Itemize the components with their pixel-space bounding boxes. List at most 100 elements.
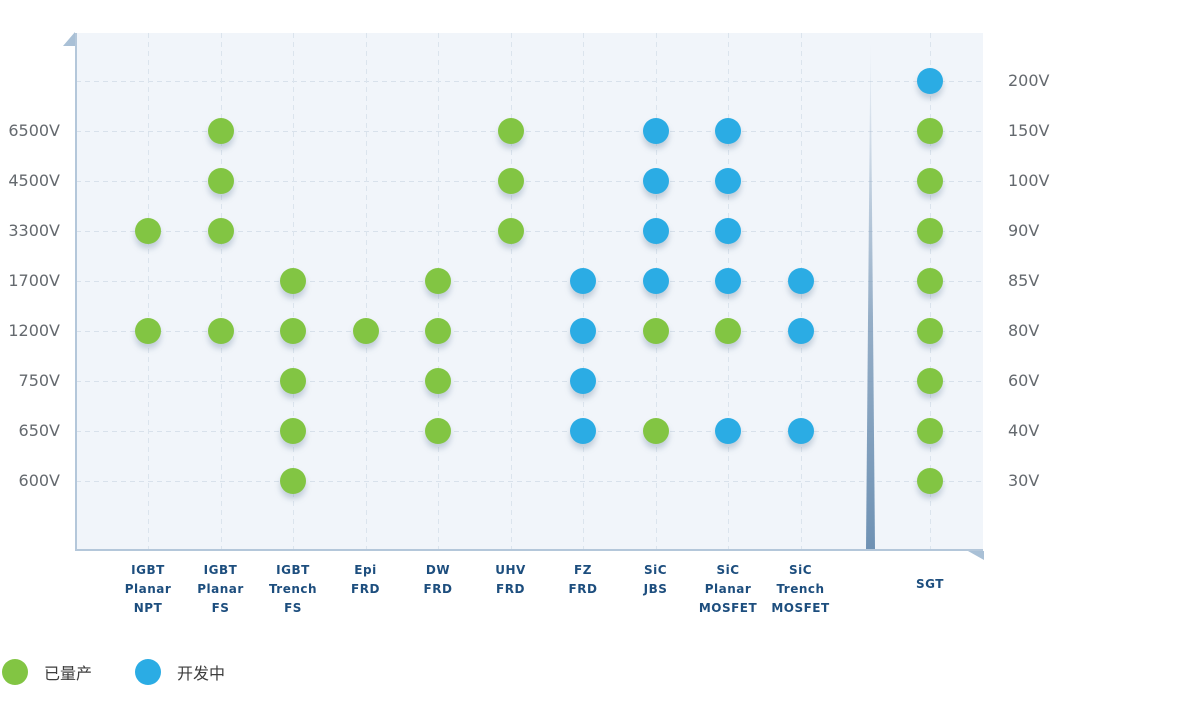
left-axis-tick-label: 750V — [18, 370, 60, 390]
x-axis-category-label: SiC JBS — [611, 561, 701, 599]
data-point-production[interactable] — [207, 117, 234, 144]
data-point-production[interactable] — [352, 317, 379, 344]
data-point-development[interactable] — [570, 317, 596, 344]
data-point-development[interactable] — [715, 167, 741, 194]
horizontal-gridline — [76, 180, 982, 182]
data-point-development[interactable] — [787, 267, 814, 294]
data-point-production[interactable] — [135, 217, 161, 244]
left-axis-tick-label: 4500V — [8, 170, 60, 190]
horizontal-gridline — [76, 280, 982, 282]
x-axis-category-label-line: Trench — [776, 582, 825, 596]
data-point-development[interactable] — [570, 367, 596, 394]
data-point-production[interactable] — [207, 217, 234, 244]
data-point-development[interactable] — [642, 167, 669, 194]
x-axis-category-label-line: SiC — [716, 563, 740, 577]
data-point-production[interactable] — [425, 417, 451, 444]
data-point-production[interactable] — [280, 267, 306, 294]
data-point-development[interactable] — [715, 217, 741, 244]
x-axis-category-label-line: Planar — [124, 582, 172, 596]
x-axis-category-label: SiC Planar MOSFET — [683, 561, 773, 618]
data-point-production[interactable] — [207, 167, 234, 194]
x-axis-category-label-line: SGT — [916, 577, 944, 591]
x-axis-category-label-line: UHV — [495, 563, 526, 577]
data-point-production[interactable] — [280, 467, 306, 494]
horizontal-gridline — [76, 80, 982, 82]
data-point-production[interactable] — [425, 267, 451, 294]
left-axis-tick-label: 3300V — [8, 220, 60, 240]
x-axis-category-label: SGT — [885, 575, 975, 594]
data-point-production[interactable] — [917, 467, 943, 494]
data-point-production[interactable] — [207, 317, 234, 344]
right-axis-tick-label: 150V — [1008, 120, 1050, 140]
x-axis-category-label-line: FRD — [351, 582, 380, 596]
data-point-development[interactable] — [642, 267, 669, 294]
horizontal-gridline — [76, 430, 982, 432]
legend-item-development[interactable]: 开发中 — [135, 659, 225, 685]
data-point-production[interactable] — [917, 217, 943, 244]
x-axis-category-label: SiC Trench MOSFET — [756, 561, 846, 618]
data-point-production[interactable] — [917, 367, 943, 394]
data-point-production[interactable] — [917, 117, 943, 144]
x-axis-category-label: IGBT Planar FS — [176, 561, 266, 618]
x-axis-category-label-line: FS — [284, 601, 302, 615]
data-point-production[interactable] — [642, 417, 669, 444]
x-axis-category-label-line: FRD — [568, 582, 598, 596]
x-axis-category-label-line: IGBT — [276, 563, 310, 577]
x-axis-category-label-line: Planar — [197, 582, 244, 596]
x-axis-category-label-line: Planar — [704, 582, 752, 596]
sgt-section-divider — [866, 36, 875, 549]
vertical-gridline — [365, 33, 367, 549]
data-point-production[interactable] — [425, 317, 451, 344]
data-point-production[interactable] — [642, 317, 669, 344]
data-point-production[interactable] — [280, 417, 306, 444]
x-axis-category-label-line: FS — [211, 601, 230, 615]
data-point-development[interactable] — [917, 67, 943, 94]
x-axis-category-label-line: Epi — [354, 563, 377, 577]
legend-item-production[interactable]: 已量产 — [2, 659, 92, 685]
data-point-development[interactable] — [787, 317, 814, 344]
x-axis-category-label: UHV FRD — [466, 561, 556, 599]
vertical-gridline — [510, 33, 512, 549]
legend-label-production: 已量产 — [44, 664, 93, 683]
x-axis-category-label-line: IGBT — [203, 563, 238, 577]
x-axis-category-label: Epi FRD — [321, 561, 411, 599]
left-axis-tick-label: 600V — [18, 470, 60, 490]
horizontal-gridline — [76, 380, 982, 382]
x-axis-category-label-line: SiC — [788, 563, 813, 577]
data-point-development[interactable] — [787, 417, 814, 444]
data-point-production[interactable] — [715, 317, 741, 344]
development-legend-dot-icon — [135, 659, 162, 685]
data-point-development[interactable] — [715, 117, 741, 144]
vertical-gridline — [220, 33, 222, 549]
data-point-production[interactable] — [917, 167, 943, 194]
data-point-production[interactable] — [497, 167, 524, 194]
data-point-production[interactable] — [917, 417, 943, 444]
data-point-development[interactable] — [715, 267, 741, 294]
data-point-production[interactable] — [280, 367, 306, 394]
x-axis-category-label: IGBT Trench FS — [248, 561, 338, 618]
x-axis-category-label-line: IGBT — [131, 563, 165, 577]
x-axis — [75, 549, 983, 551]
data-point-production[interactable] — [497, 217, 524, 244]
data-point-production[interactable] — [135, 317, 161, 344]
data-point-production[interactable] — [425, 367, 451, 394]
data-point-production[interactable] — [497, 117, 524, 144]
data-point-production[interactable] — [917, 317, 943, 344]
data-point-production[interactable] — [917, 267, 943, 294]
right-axis-tick-label: 30V — [1008, 470, 1040, 490]
right-axis-tick-label: 100V — [1008, 170, 1050, 190]
data-point-development[interactable] — [715, 417, 741, 444]
x-axis-arrow-icon — [968, 551, 984, 560]
right-axis-tick-label: 90V — [1008, 220, 1040, 240]
x-axis-category-label-line: DW — [425, 563, 451, 577]
x-axis-category-label-line: FZ — [574, 563, 592, 577]
data-point-development[interactable] — [642, 217, 669, 244]
x-axis-category-label: FZ FRD — [538, 561, 628, 599]
data-point-development[interactable] — [570, 267, 596, 294]
x-axis-category-label-line: FRD — [496, 582, 525, 596]
data-point-development[interactable] — [642, 117, 669, 144]
data-point-development[interactable] — [570, 417, 596, 444]
data-point-production[interactable] — [280, 317, 306, 344]
x-axis-category-label-line: Trench — [268, 582, 318, 596]
